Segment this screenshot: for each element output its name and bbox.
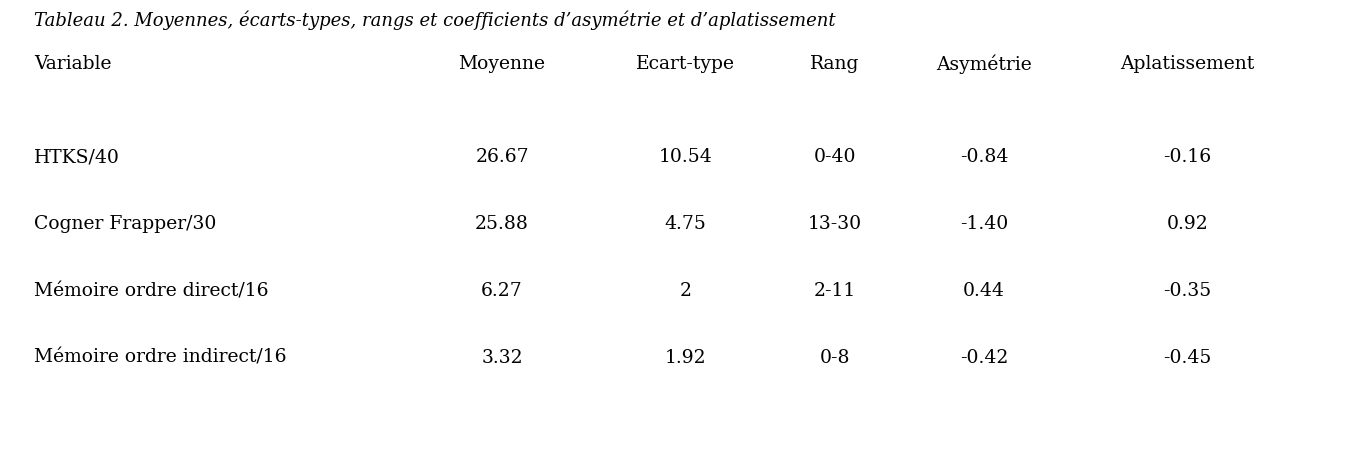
Text: -0.16: -0.16 [1163, 148, 1212, 166]
Text: Mémoire ordre direct/16: Mémoire ordre direct/16 [34, 282, 269, 300]
Text: -0.42: -0.42 [959, 349, 1008, 367]
Text: 6.27: 6.27 [482, 282, 522, 300]
Text: 1.92: 1.92 [665, 349, 706, 367]
Text: -0.84: -0.84 [959, 148, 1008, 166]
Text: Aplatissement: Aplatissement [1121, 55, 1254, 73]
Text: 2: 2 [680, 282, 691, 300]
Text: 10.54: 10.54 [658, 148, 712, 166]
Text: 2-11: 2-11 [813, 282, 856, 300]
Text: Mémoire ordre indirect/16: Mémoire ordre indirect/16 [34, 349, 286, 367]
Text: Variable: Variable [34, 55, 111, 73]
Text: 0-8: 0-8 [820, 349, 849, 367]
Text: 4.75: 4.75 [665, 215, 706, 233]
Text: Tableau 2. Moyennes, écarts-types, rangs et coefficients d’asymétrie et d’aplati: Tableau 2. Moyennes, écarts-types, rangs… [34, 10, 836, 29]
Text: 0.92: 0.92 [1167, 215, 1208, 233]
Text: Cogner Frapper/30: Cogner Frapper/30 [34, 215, 216, 233]
Text: 3.32: 3.32 [482, 349, 522, 367]
Text: 0-40: 0-40 [813, 148, 856, 166]
Text: -0.35: -0.35 [1163, 282, 1212, 300]
Text: Ecart-type: Ecart-type [636, 55, 734, 73]
Text: 26.67: 26.67 [475, 148, 529, 166]
Text: Moyenne: Moyenne [459, 55, 546, 73]
Text: 13-30: 13-30 [807, 215, 862, 233]
Text: -1.40: -1.40 [959, 215, 1008, 233]
Text: -0.45: -0.45 [1163, 349, 1212, 367]
Text: Rang: Rang [810, 55, 859, 73]
Text: 0.44: 0.44 [963, 282, 1004, 300]
Text: Asymétrie: Asymétrie [936, 55, 1031, 75]
Text: HTKS/40: HTKS/40 [34, 148, 119, 166]
Text: 25.88: 25.88 [475, 215, 529, 233]
